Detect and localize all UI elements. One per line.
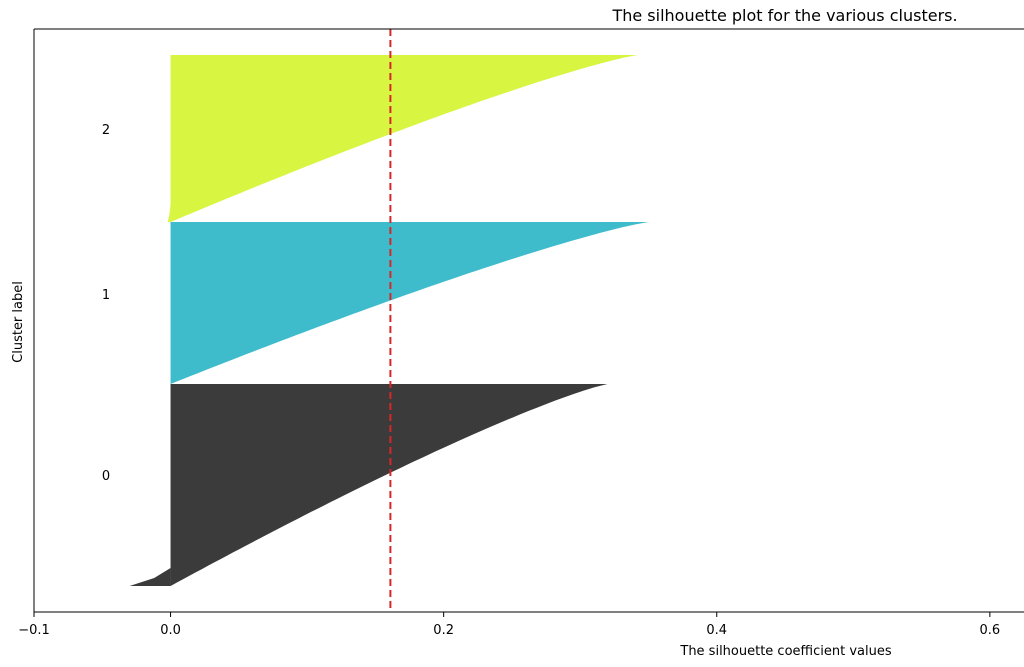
cluster-0-negative-tail (129, 568, 171, 586)
x-axis-label: The silhouette coefficient values (679, 644, 891, 659)
x-tick-label: 0.2 (433, 623, 454, 638)
x-tick-label: −0.1 (18, 623, 50, 638)
cluster-label-2: 2 (102, 123, 110, 138)
cluster-label-1: 1 (102, 288, 110, 303)
x-tick-label: 0.0 (160, 623, 181, 638)
chart-title: The silhouette plot for the various clus… (611, 6, 957, 25)
x-tick-label: 0.6 (980, 623, 1001, 638)
cluster-label-0: 0 (102, 469, 110, 484)
clusters-layer (129, 55, 649, 586)
y-axis-label: Cluster label (11, 281, 26, 363)
x-ticks-layer: −0.1 0.0 0.2 0.4 0.6 (18, 612, 1000, 638)
x-tick-label: 0.4 (706, 623, 727, 638)
cluster-2-negative-tail (167, 204, 171, 222)
cluster-labels-layer: 0 1 2 (102, 123, 110, 484)
cluster-0-silhouette (170, 384, 608, 586)
cluster-1-silhouette (170, 222, 649, 384)
cluster-2-silhouette (170, 55, 638, 222)
